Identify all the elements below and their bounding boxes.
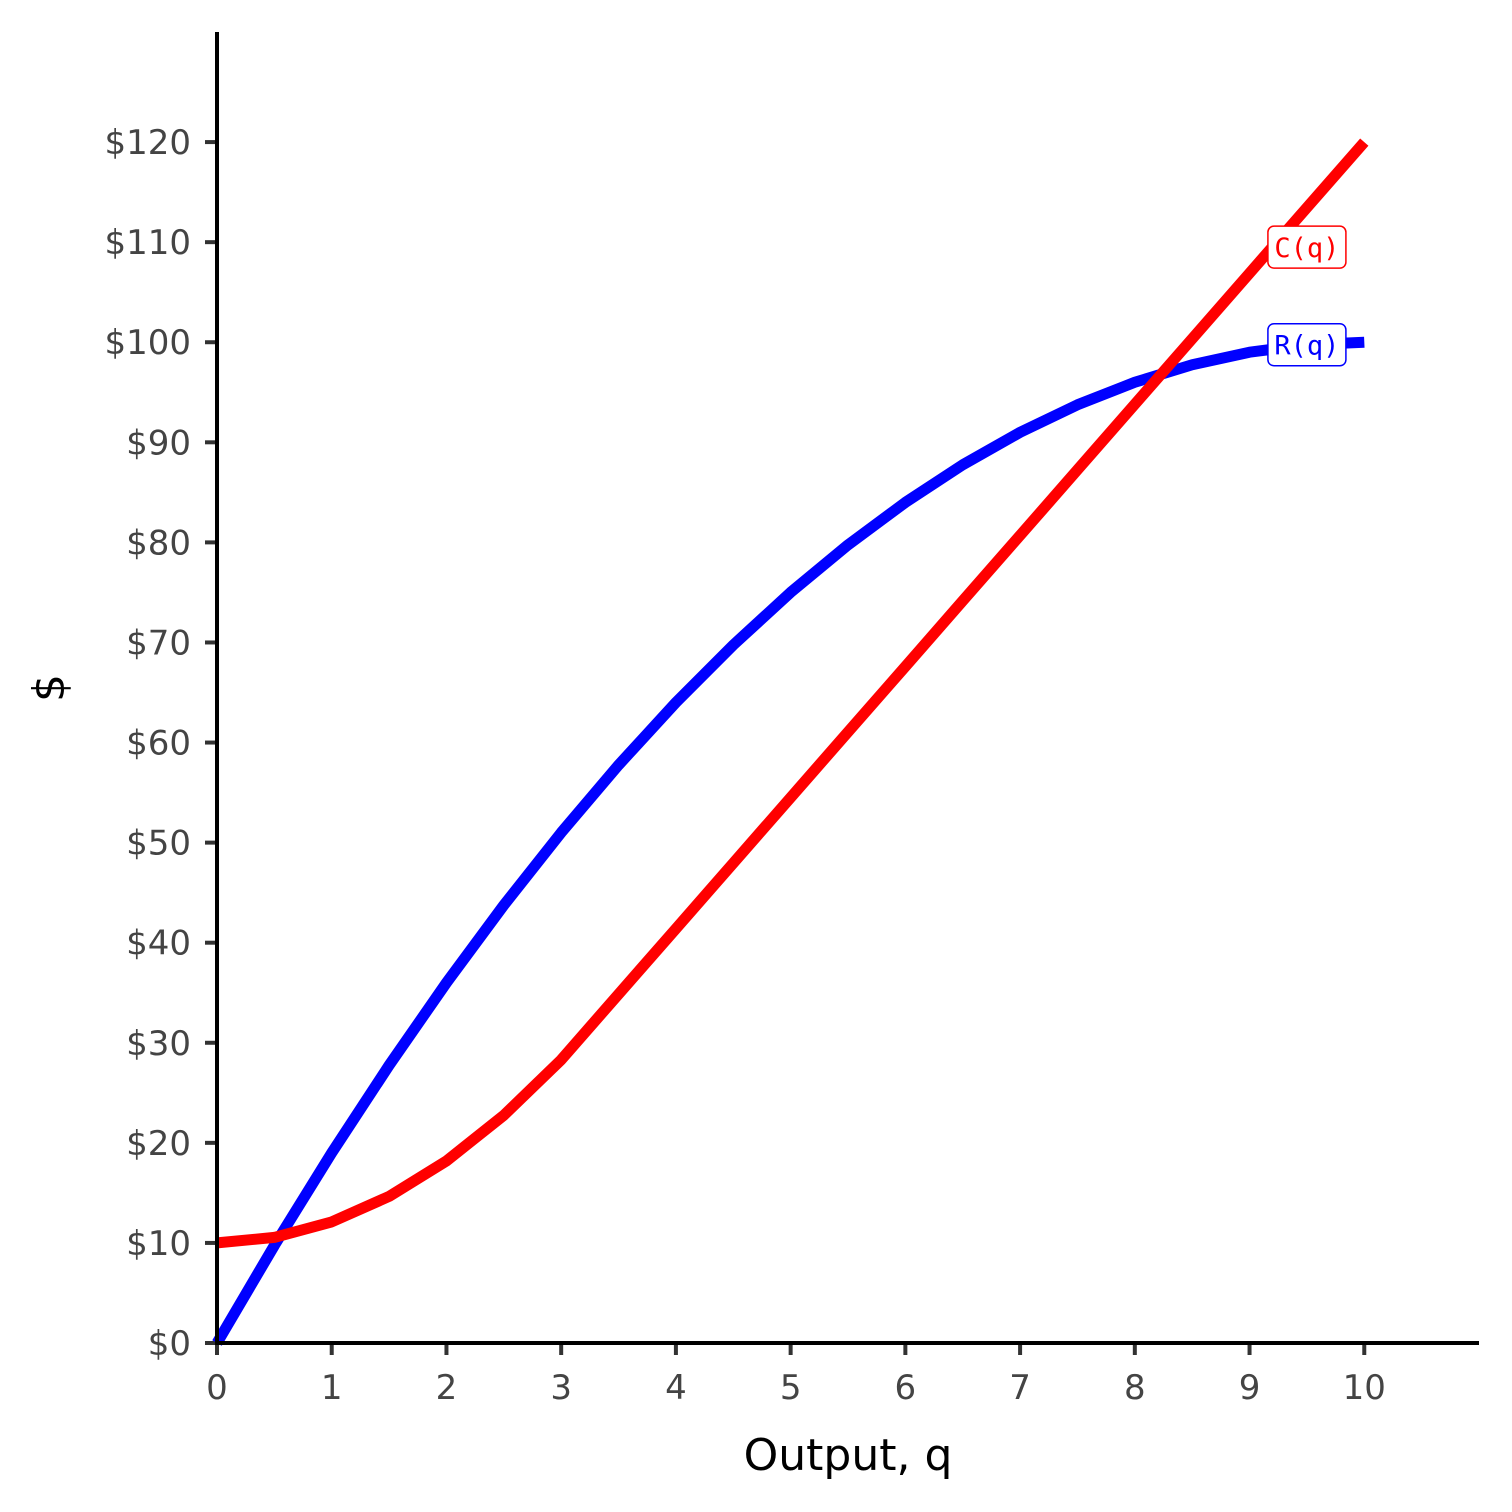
y-tick-label: $30	[126, 1024, 191, 1064]
y-tick-label: $0	[148, 1324, 191, 1364]
y-tick-label: $20	[126, 1124, 191, 1164]
series-label-box	[1267, 225, 1347, 269]
y-tick-label: $120	[104, 123, 191, 163]
axes	[215, 32, 1479, 1345]
series-line-cq	[216, 138, 1369, 1249]
x-tick-label: 2	[436, 1368, 458, 1408]
x-tick-label: 8	[1124, 1368, 1146, 1408]
x-tick-label: 10	[1343, 1368, 1386, 1408]
series-label: C(q)	[1274, 233, 1339, 264]
x-tick-label: 0	[206, 1368, 228, 1408]
x-tick-label: 1	[321, 1368, 343, 1408]
x-tick-label: 5	[780, 1368, 802, 1408]
y-tick-label: $110	[104, 223, 191, 263]
series-group	[212, 138, 1369, 1346]
y-tick-label: $10	[126, 1224, 191, 1264]
x-tick-label: 3	[550, 1368, 572, 1408]
series-label-box	[1267, 322, 1347, 367]
y-axis-title: $	[24, 674, 75, 702]
y-tick-label: $60	[126, 724, 191, 764]
axis-ticks: 0 1 2 3 4 5 6 7 8 9 10 $0 $10 $20 $30 $40 $50 $60 $70 $80 $9…	[104, 123, 1385, 1408]
y-tick-label: $70	[126, 623, 191, 663]
y-tick-label: $50	[126, 824, 191, 864]
series-line-rq	[212, 336, 1365, 1346]
x-axis-title: Output, q	[744, 1430, 953, 1481]
y-tick-label: $100	[104, 323, 191, 363]
x-tick-label: 9	[1239, 1368, 1261, 1408]
series-labels: R(q) C(q)	[1267, 225, 1347, 367]
series-label: R(q)	[1274, 331, 1339, 362]
x-tick-label: 6	[895, 1368, 917, 1408]
y-tick-label: $90	[126, 423, 191, 463]
y-tick-label: $80	[126, 523, 191, 563]
x-tick-label: 7	[1009, 1368, 1031, 1408]
y-tick-label: $40	[126, 924, 191, 964]
x-tick-label: 4	[665, 1368, 687, 1408]
